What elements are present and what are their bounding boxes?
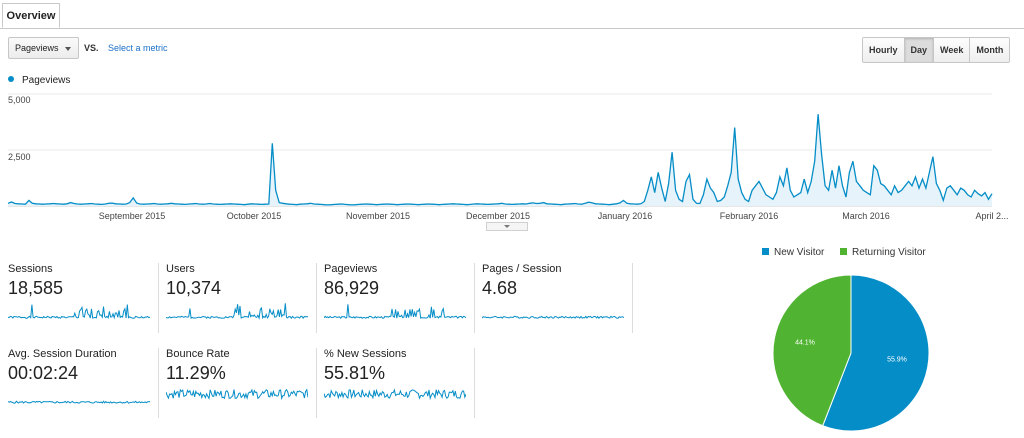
tile-pages-per-session[interactable]: Pages / Session 4.68 [482, 263, 633, 333]
tile-pageviews[interactable]: Pageviews 86,929 [324, 263, 475, 333]
pie-legend-label: New Visitor [774, 247, 825, 258]
y-tick-2500: 2,500 [8, 152, 31, 162]
tile-users[interactable]: Users 10,374 [166, 263, 317, 333]
tile-label: Pageviews [324, 263, 378, 275]
sparkline [166, 303, 308, 320]
tile-label: Users [166, 263, 195, 275]
tile-value: 86,929 [324, 278, 380, 298]
x-tick-oct: October 2015 [226, 211, 282, 221]
granularity-month-button[interactable]: Month [970, 38, 1010, 62]
tile-sessions[interactable]: Sessions 18,585 [8, 263, 159, 333]
sparkline [8, 400, 150, 404]
tile-new-sessions[interactable]: % New Sessions 55.81% [324, 348, 475, 418]
legend-swatch-icon [762, 248, 769, 255]
pie-slice-label: 55.9% [887, 357, 907, 364]
chevron-down-icon [65, 47, 71, 51]
sparkline-path [482, 315, 624, 319]
x-tick-apr: April 2... [975, 211, 1009, 221]
sparkline-path [8, 304, 150, 320]
select-metric-link[interactable]: Select a metric [108, 43, 168, 53]
sparkline [166, 388, 308, 401]
pageviews-chart [7, 93, 993, 207]
pie-legend-label: Returning Visitor [852, 247, 926, 258]
chart-expand-handle[interactable] [486, 222, 528, 231]
chart-legend: Pageviews [8, 75, 70, 86]
tile-value: 4.68 [482, 278, 518, 298]
pageviews-line [7, 114, 993, 206]
tab-bar: Overview [0, 0, 1024, 29]
tile-label: Sessions [8, 263, 53, 275]
metric-select[interactable]: Pageviews [8, 37, 79, 59]
tile-value: 00:02:24 [8, 363, 79, 383]
sparkline [324, 388, 466, 401]
tile-avg-session-duration[interactable]: Avg. Session Duration 00:02:24 [8, 348, 159, 418]
tile-value: 11.29% [166, 363, 226, 383]
x-tick-sep: September 2015 [98, 211, 166, 221]
pageviews-area [8, 114, 992, 206]
tile-label: Avg. Session Duration [8, 348, 117, 360]
x-tick-feb: February 2016 [719, 211, 779, 221]
metric-select-label: Pageviews [15, 43, 59, 53]
x-tick-nov: November 2015 [345, 211, 411, 221]
sparkline-path [166, 388, 308, 401]
pie-legend-returning[interactable]: Returning Visitor [840, 247, 926, 258]
sparkline-path [8, 400, 150, 404]
sparkline [482, 315, 624, 319]
tile-value: 55.81% [324, 363, 386, 383]
vs-label: VS. [84, 43, 99, 53]
tile-bounce-rate[interactable]: Bounce Rate 11.29% [166, 348, 317, 418]
sparkline-path [166, 303, 308, 320]
tile-value: 10,374 [166, 278, 222, 298]
sparkline [324, 304, 466, 319]
pie-slice[interactable] [772, 274, 852, 427]
pie-slice[interactable] [822, 274, 930, 432]
tile-label: Bounce Rate [166, 348, 230, 360]
legend-swatch-icon [840, 248, 847, 255]
tile-value: 18,585 [8, 278, 64, 298]
legend-label: Pageviews [22, 75, 71, 86]
legend-dot-icon [8, 76, 14, 82]
tab-overview[interactable]: Overview [2, 3, 60, 28]
sparkline-path [324, 388, 466, 401]
sparkline [8, 304, 150, 320]
pie-slice-label: 44.1% [795, 339, 815, 346]
tile-label: % New Sessions [324, 348, 407, 360]
x-tick-mar: March 2016 [842, 211, 890, 221]
x-tick-dec: December 2015 [465, 211, 531, 221]
granularity-toggle: Hourly Day Week Month [862, 37, 1011, 63]
sparkline-path [324, 304, 466, 319]
granularity-day-button[interactable]: Day [904, 38, 935, 62]
tile-label: Pages / Session [482, 263, 562, 275]
x-tick-jan: January 2016 [597, 211, 653, 221]
y-tick-5000: 5,000 [8, 95, 31, 105]
visitor-pie-chart: 55.9% 44.1% [772, 274, 930, 432]
granularity-hourly-button[interactable]: Hourly [863, 38, 905, 62]
pie-legend-new[interactable]: New Visitor [762, 247, 824, 258]
granularity-week-button[interactable]: Week [934, 38, 971, 62]
